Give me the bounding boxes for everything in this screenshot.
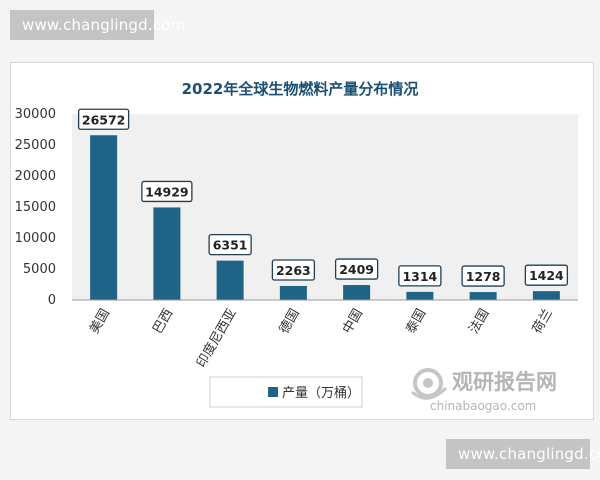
bar — [406, 291, 434, 300]
legend-box — [209, 376, 363, 408]
data-label-box — [271, 259, 316, 281]
chart-title: 2022年全球生物燃料产量分布情况 — [182, 80, 419, 98]
legend-swatch — [268, 387, 278, 397]
y-axis: 0 5000 10000 15000 20000 25000 30000 — [15, 107, 56, 308]
bar — [90, 135, 118, 300]
legend-label: 产量（万桶） — [282, 386, 360, 401]
data-label-box — [141, 180, 193, 203]
y-tick-label: 30000 — [15, 107, 56, 122]
bar — [279, 285, 307, 300]
x-axis: 美国 巴西 印度尼西亚 德国 中国 泰国 法国 荷兰 — [72, 299, 578, 370]
y-tick-label: 25000 — [15, 138, 56, 153]
y-tick-label: 15000 — [15, 200, 56, 215]
data-label: 1278 — [466, 269, 501, 284]
data-label-box — [334, 258, 379, 280]
x-tick-label: 美国 — [87, 307, 113, 337]
data-label: 1424 — [529, 268, 564, 283]
logo-text-cn: 观研报告网 — [452, 370, 557, 394]
data-label: 2263 — [276, 263, 311, 278]
data-label: 26572 — [82, 112, 126, 127]
x-tick-label: 泰国 — [403, 307, 429, 337]
data-label-box — [398, 265, 442, 287]
bar — [343, 285, 371, 300]
y-tick-label: 5000 — [23, 262, 56, 277]
x-tick-label: 印度尼西亚 — [193, 306, 239, 370]
x-tick-label: 德国 — [277, 307, 303, 337]
legend: 产量（万桶） — [209, 376, 363, 408]
watermark-top: www.changlingd.com — [10, 10, 185, 40]
y-tick-label: 20000 — [15, 169, 56, 184]
bar — [532, 291, 560, 300]
x-tick-label: 法国 — [467, 307, 493, 337]
data-label-box — [208, 233, 252, 256]
logo: 观研报告网 chinabaogao.com — [411, 368, 557, 413]
logo-swirl-icon — [411, 368, 448, 400]
watermark-bottom: www.changlingd.com — [446, 439, 600, 469]
data-label: 1314 — [402, 269, 437, 284]
data-label: 2409 — [339, 262, 374, 277]
logo-text-en: chinabaogao.com — [430, 399, 536, 413]
x-tick-label: 荷兰 — [530, 307, 556, 337]
data-label-box — [461, 265, 505, 287]
x-tick-label: 巴西 — [150, 307, 176, 337]
y-tick-label: 0 — [48, 293, 56, 308]
data-label: 14929 — [145, 184, 189, 199]
bar — [153, 207, 181, 300]
y-tick-label: 10000 — [15, 231, 56, 246]
bar — [469, 292, 497, 300]
data-label-box — [77, 108, 130, 130]
bar — [216, 260, 244, 300]
data-label-box — [524, 264, 569, 286]
bars: 26572 14929 6351 2263 2409 1314 1278 1424 — [77, 108, 569, 300]
data-label: 6351 — [213, 238, 248, 253]
x-tick-label: 中国 — [340, 307, 366, 337]
